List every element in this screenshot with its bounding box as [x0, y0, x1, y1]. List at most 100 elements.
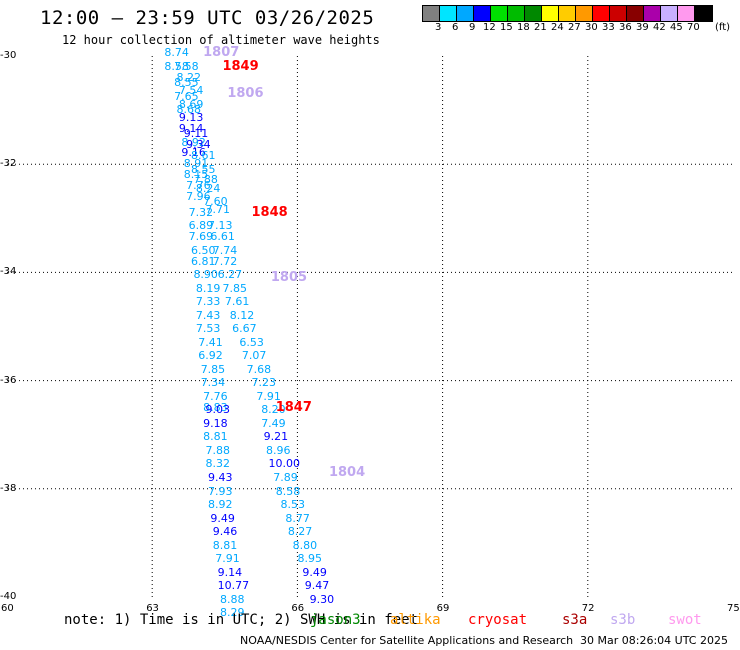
wave-height-value: 7.58	[174, 59, 199, 73]
wave-height-value: 7.85	[222, 281, 247, 295]
legend-swatch	[508, 6, 525, 21]
legend-label: 6	[452, 22, 459, 33]
wave-height-value: 7.93	[207, 484, 233, 498]
wave-height-value: 9.14	[217, 565, 243, 579]
wave-height-value: 7.43	[195, 308, 221, 322]
wave-height-value: 7.54	[178, 84, 204, 98]
wave-height-value: 7.60	[203, 195, 228, 209]
wave-height-value: 7.33	[195, 295, 221, 309]
wave-height-value: 8.91	[183, 157, 209, 171]
legend-swatch	[474, 6, 491, 21]
legend-swatch	[423, 6, 440, 21]
wave-height-value: 9.43	[207, 470, 233, 484]
wave-height-value: 7.74	[212, 243, 238, 257]
wave-height-value: 8.15	[183, 168, 209, 182]
wave-height-value: 7.91	[256, 389, 281, 403]
satellite-name-swot: swot	[668, 612, 702, 628]
wave-height-value: 8.88	[220, 592, 245, 606]
latitude-tick-label: -38	[0, 482, 17, 494]
wave-height-value: 8.95	[297, 552, 323, 566]
wave-height-value: 9.13	[178, 111, 204, 125]
wave-height-value: 6.50	[191, 243, 216, 257]
latitude-tick-label: -30	[0, 50, 17, 61]
legend-swatch	[661, 6, 678, 21]
legend-swatch	[457, 6, 474, 21]
legend-label: 9	[469, 22, 476, 33]
wave-height-value: 7.96	[186, 189, 211, 203]
legend-label: 15	[500, 22, 513, 33]
latitude-tick-label: -34	[0, 266, 17, 278]
wave-height-value: 8.61	[191, 149, 216, 163]
satellite-name-s3a: s3a	[562, 612, 588, 628]
wave-height-value: 9.34	[186, 138, 211, 152]
legend-swatch	[678, 6, 695, 21]
longitude-tick-label: 72	[581, 603, 595, 614]
wave-height-value: 8.55	[174, 76, 199, 90]
pass-id-label: 1849	[222, 58, 259, 74]
legend-swatch	[695, 6, 712, 21]
wave-height-value: 8.19	[195, 281, 221, 295]
wave-height-value: 8.68	[176, 103, 202, 117]
wave-height-value: 7.32	[188, 205, 214, 219]
wave-height-value: 9.14	[178, 122, 204, 136]
footer-timestamp: 30 Mar 08:26:04 UTC 2025	[580, 634, 728, 647]
wave-height-value: 7.76	[203, 389, 228, 403]
wave-height-value: 8.96	[266, 443, 291, 457]
legend-swatch	[440, 6, 457, 21]
legend-label: 3	[435, 22, 442, 33]
wave-height-value: 8.92	[207, 498, 233, 512]
wave-height-value: 7.23	[251, 376, 277, 390]
wave-height-value: 8.53	[280, 498, 306, 512]
legend-label: 36	[619, 22, 632, 33]
legend-label: 39	[636, 22, 649, 33]
satellite-name-cryosat: cryosat	[468, 612, 528, 628]
legend-swatch	[525, 6, 542, 21]
wave-height-value: 9.49	[302, 565, 327, 579]
wave-height-value: 8.69	[178, 97, 204, 111]
wave-height-value: 7.88	[193, 173, 218, 187]
wave-height-value: 7.89	[273, 470, 298, 484]
legend-swatch	[559, 6, 576, 21]
wave-height-value: 9.18	[203, 416, 228, 430]
wave-height-value: 10.00	[268, 457, 300, 471]
pass-id-label: 1807	[203, 45, 240, 61]
longitude-tick-label: 60	[1, 603, 14, 614]
wave-height-value: 8.83	[203, 400, 228, 414]
wave-height-value: 6.67	[232, 322, 257, 336]
wave-height-value: 7.41	[198, 335, 223, 349]
legend-label: 33	[602, 22, 615, 33]
longitude-tick-label: 66	[291, 603, 305, 614]
legend-swatch	[610, 6, 627, 21]
wave-height-value: 9.49	[210, 511, 235, 525]
wave-height-value: 9.47	[304, 579, 330, 593]
pass-id-label: 1804	[328, 464, 366, 480]
wave-height-value: 9.11	[183, 127, 209, 141]
wave-height-value: 7.13	[207, 219, 233, 233]
wave-height-value: 8.80	[292, 538, 318, 552]
legend-swatch	[644, 6, 661, 21]
legend-swatch	[491, 6, 508, 21]
satellite-name-jason3: jason3	[310, 612, 361, 628]
latitude-tick-label: -40	[0, 591, 17, 602]
legend-unit: (ft)	[715, 22, 731, 33]
wave-height-value: 10.77	[217, 579, 250, 593]
wave-height-value: 9.30	[309, 592, 335, 606]
wave-height-value: 7.53	[195, 322, 221, 336]
footnote: note: 1) Time is in UTC; 2) SWH is in fe…	[64, 612, 419, 628]
pass-id-label: 1847	[275, 399, 312, 415]
pass-id-label: 1848	[251, 204, 288, 220]
legend-label: 42	[653, 22, 666, 33]
wave-height-value: 8.58	[275, 484, 301, 498]
longitude-tick-label: 63	[146, 603, 159, 614]
wave-height-value: 7.72	[212, 254, 238, 268]
latitude-tick-label: -32	[0, 158, 17, 170]
legend-label: 27	[568, 22, 581, 33]
wave-height-value: 6.27	[217, 268, 243, 282]
wave-height-value: 7.71	[205, 203, 231, 217]
legend-swatch	[593, 6, 610, 21]
legend-label: 12	[483, 22, 496, 33]
wave-height-value: 8.90	[193, 268, 218, 282]
wave-height-value: 8.12	[229, 308, 255, 322]
wave-height-value: 8.32	[205, 457, 231, 471]
pass-id-label: 1806	[227, 85, 264, 101]
